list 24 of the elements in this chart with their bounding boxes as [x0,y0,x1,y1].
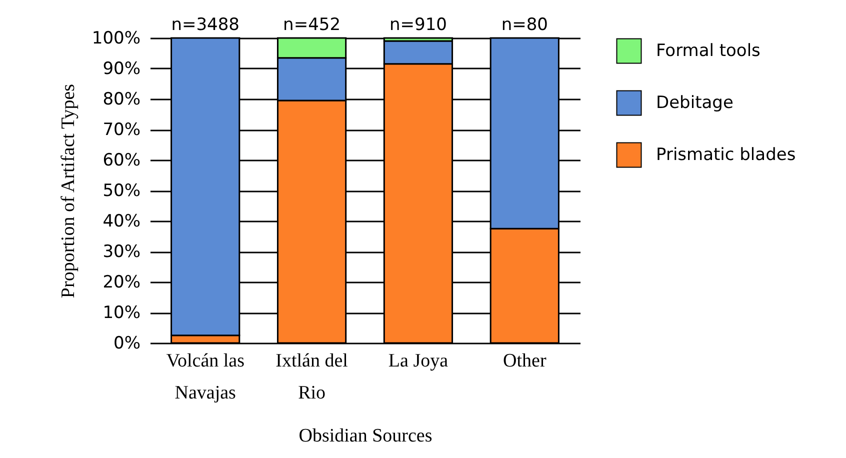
y-tick-label: 10% [102,303,140,323]
y-tick-label: 20% [102,272,140,292]
y-tick-label: 80% [102,90,140,110]
annotation: n=452 [283,15,341,35]
x-tick-label: Ixtlán del Rio [276,350,348,404]
y-tick-label: 60% [102,150,140,170]
x-axis-title: Obsidian Sources [298,426,432,446]
y-tick-label: 70% [102,120,140,140]
legend-label: Prismatic blades [656,145,796,165]
annotation: n=80 [501,15,548,35]
y-tick-label: 30% [102,242,140,262]
y-axis-title: Proportion of Artifact Types [58,84,79,298]
y-tick-label: 50% [102,181,140,201]
legend-label: Debitage [656,93,734,113]
annotation: n=3488 [171,15,240,35]
y-tick-label: 40% [102,212,140,232]
x-tick-label: Other [503,350,547,372]
y-tick-label: 0% [114,334,140,354]
x-tick-label: La Joya [388,350,449,372]
x-tick-label: Volcán las Navajas [166,350,244,404]
annotation: n=910 [389,15,447,35]
y-tick-label: 100% [92,28,140,48]
y-tick-label: 90% [102,59,140,79]
legend-label: Formal tools [656,41,761,61]
